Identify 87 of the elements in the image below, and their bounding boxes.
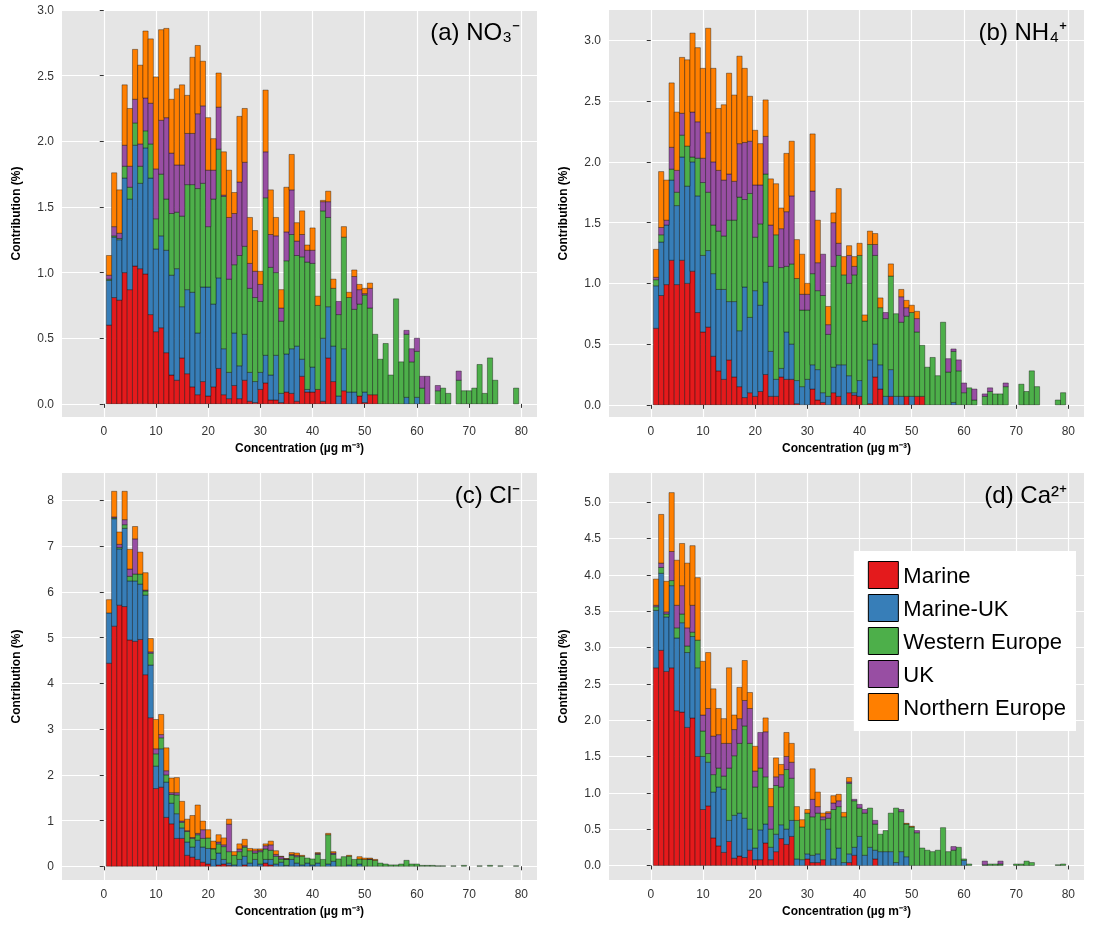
x-tick-label: 80 — [1061, 887, 1076, 901]
y-axis-title: Contribution (%) — [9, 629, 23, 724]
x-tick-label: 60 — [410, 887, 424, 901]
x-tick-label: 30 — [800, 887, 815, 901]
y-tick-label: 8 — [47, 493, 55, 508]
x-tick-label: 60 — [957, 887, 971, 901]
y-axis-title: Contribution (%) — [9, 166, 23, 261]
legend-label: UK — [903, 661, 935, 687]
x-tick-label: 0 — [647, 424, 655, 438]
x-axis-title: Concentration (µg m⁻³) — [782, 903, 911, 918]
y-tick-label: 3.0 — [37, 3, 55, 17]
legend-label: Western Europe — [903, 628, 1062, 654]
x-tick-label: 70 — [462, 424, 477, 438]
y-tick-label: 0 — [47, 859, 55, 874]
x-tick-label: 20 — [201, 424, 216, 438]
x-tick-label: 80 — [514, 424, 529, 438]
y-axis-title: Contribution (%) — [556, 629, 570, 724]
chart-title: (c) Cl⁻ — [454, 480, 521, 508]
x-tick-label: 10 — [696, 424, 710, 438]
y-tick-label: 2.0 — [37, 134, 55, 149]
x-tick-label: 40 — [305, 887, 320, 901]
y-tick-label: 1 — [47, 813, 55, 828]
x-tick-label: 30 — [800, 424, 815, 438]
y-tick-label: 0.0 — [37, 396, 55, 411]
x-tick-label: 20 — [748, 887, 763, 901]
x-tick-label: 10 — [696, 887, 710, 901]
y-tick-label: 7 — [47, 539, 55, 554]
x-tick-label: 30 — [253, 887, 268, 901]
y-tick-label: 5.0 — [584, 495, 602, 510]
x-tick-label: 50 — [905, 887, 919, 901]
legend-label: Marine — [903, 562, 971, 588]
y-tick-label: 3 — [47, 722, 55, 737]
x-axis-title: Concentration (µg m⁻³) — [235, 440, 364, 455]
x-tick-label: 40 — [852, 424, 867, 438]
x-tick-label: 10 — [149, 424, 163, 438]
x-tick-label: 20 — [201, 887, 216, 901]
y-tick-label: 2.5 — [37, 68, 55, 83]
y-tick-label: 3.5 — [584, 604, 602, 619]
x-tick-label: 80 — [514, 887, 529, 901]
y-tick-label: 2.5 — [584, 94, 602, 109]
y-tick-label: 1.0 — [584, 785, 602, 800]
y-tick-label: 3.0 — [584, 640, 602, 655]
y-tick-label: 3.0 — [584, 33, 602, 48]
y-tick-label: 2 — [47, 767, 55, 782]
x-tick-label: 0 — [100, 887, 108, 901]
chart-title: (b) NH₄⁺ — [978, 17, 1068, 45]
y-tick-label: 0.0 — [584, 397, 602, 412]
y-axis-title: Contribution (%) — [556, 166, 570, 261]
y-tick-label: 4.0 — [584, 567, 602, 582]
y-tick-label: 4 — [47, 676, 55, 691]
legend-label: Northern Europe — [903, 694, 1067, 720]
x-tick-label: 60 — [410, 424, 424, 438]
x-tick-label: 70 — [1009, 424, 1024, 438]
y-tick-label: 1.5 — [37, 199, 55, 214]
x-axis-title: Concentration (µg m⁻³) — [782, 440, 911, 455]
x-tick-label: 50 — [358, 424, 372, 438]
y-tick-label: 4.5 — [584, 531, 602, 546]
y-tick-label: 0.0 — [584, 858, 602, 873]
x-tick-label: 50 — [358, 887, 372, 901]
y-tick-label: 2.0 — [584, 154, 602, 169]
x-tick-label: 70 — [462, 887, 477, 901]
y-tick-label: 0.5 — [584, 822, 602, 837]
y-tick-label: 6 — [47, 584, 55, 599]
chart-title: (d) Ca²⁺ — [984, 480, 1067, 508]
x-tick-label: 80 — [1061, 424, 1076, 438]
y-tick-label: 1.5 — [584, 215, 602, 230]
x-tick-label: 20 — [748, 424, 763, 438]
x-axis-title: Concentration (µg m⁻³) — [235, 903, 364, 918]
x-tick-label: 70 — [1009, 887, 1024, 901]
y-tick-label: 0.5 — [584, 337, 602, 352]
y-tick-label: 2.5 — [584, 676, 602, 691]
chart-title: (a) NO₃⁻ — [430, 17, 521, 45]
x-tick-label: 0 — [647, 887, 655, 901]
y-tick-label: 1.0 — [584, 276, 602, 291]
x-tick-label: 30 — [253, 424, 268, 438]
x-tick-label: 0 — [100, 424, 108, 438]
x-tick-label: 60 — [957, 424, 971, 438]
x-tick-label: 40 — [852, 887, 867, 901]
y-tick-label: 1.5 — [584, 749, 602, 764]
x-tick-label: 50 — [905, 424, 919, 438]
y-tick-label: 0.5 — [37, 331, 55, 346]
x-tick-label: 10 — [149, 887, 163, 901]
y-tick-label: 5 — [47, 630, 55, 645]
y-tick-label: 1.0 — [37, 265, 55, 280]
x-tick-label: 40 — [305, 424, 320, 438]
y-tick-label: 2.0 — [584, 713, 602, 728]
legend-label: Marine-UK — [903, 595, 1009, 621]
